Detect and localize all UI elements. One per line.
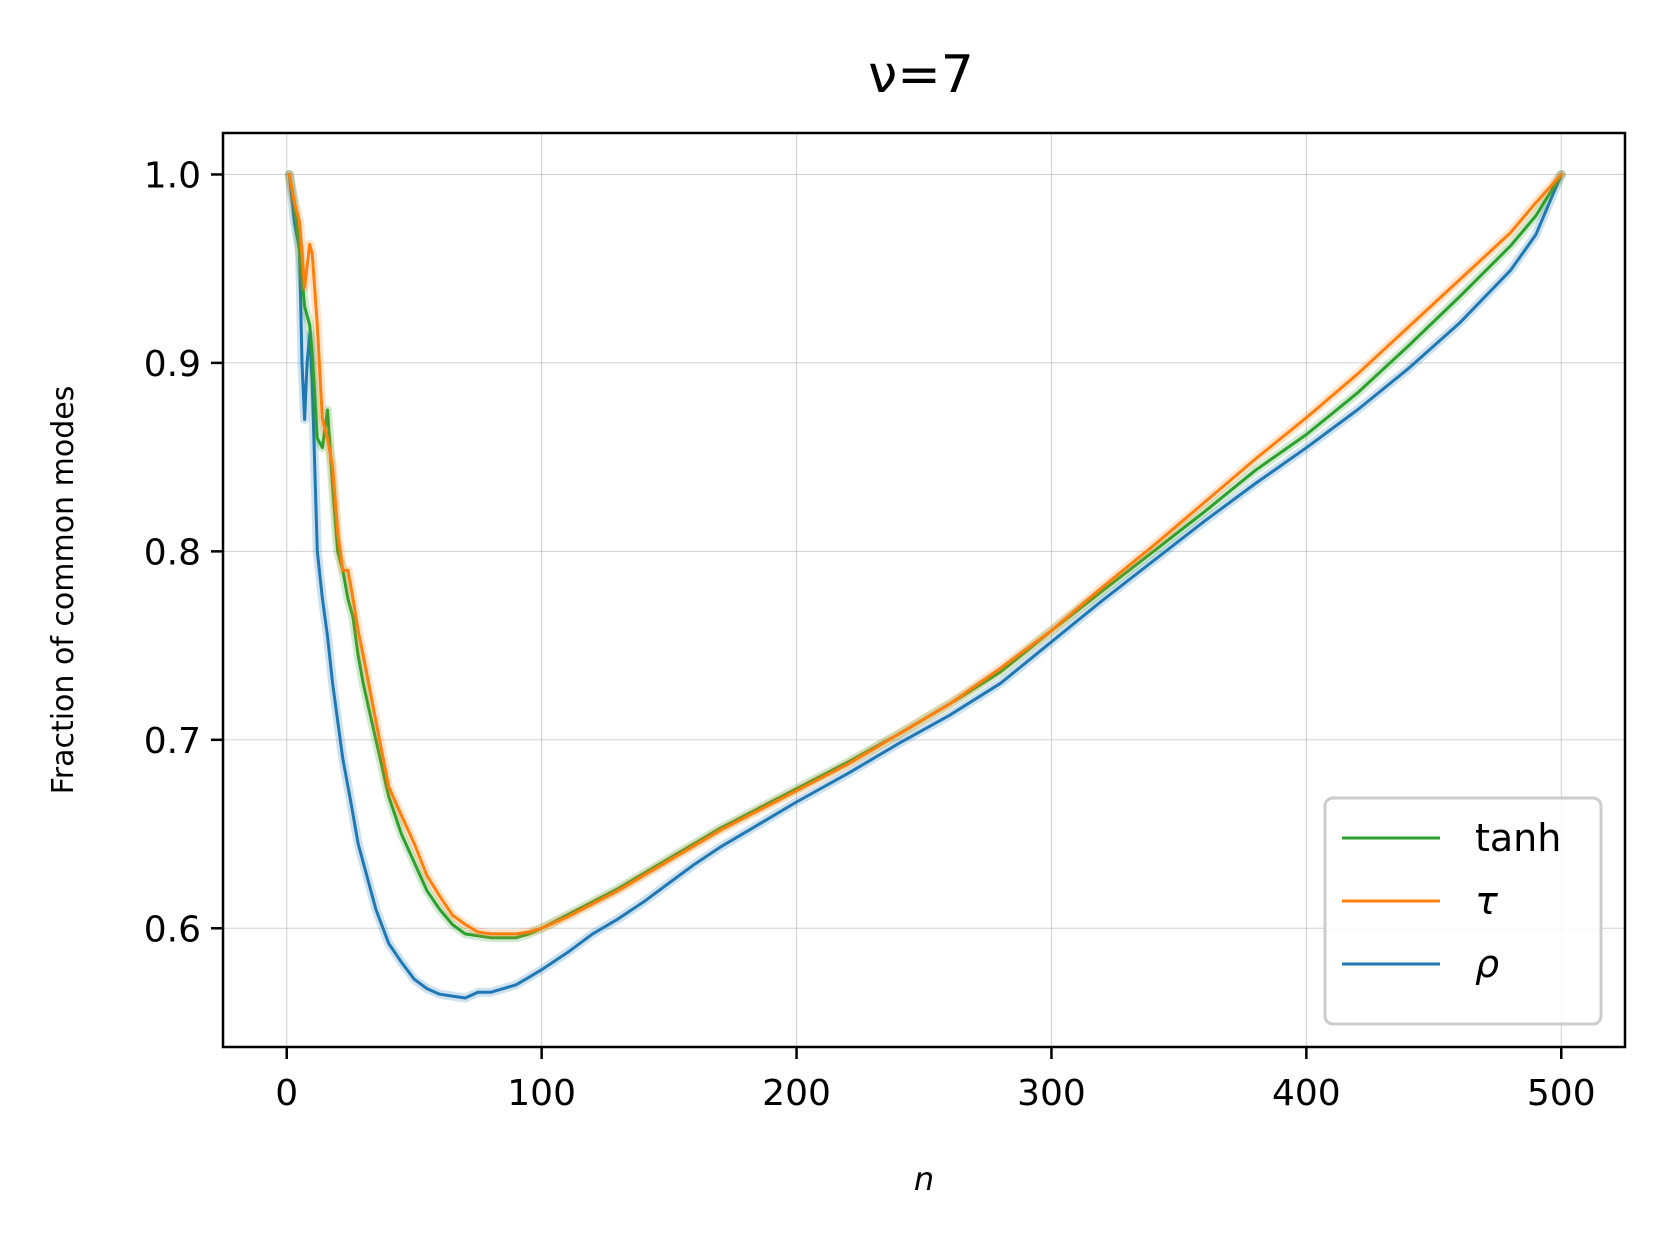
y-axis: 0.6 0.7 0.8 0.9 1.0 xyxy=(144,155,223,950)
x-axis: 0 100 200 300 400 500 xyxy=(275,1047,1596,1114)
series-line-rho xyxy=(287,173,1563,1000)
legend-label-tanh: tanh xyxy=(1475,816,1561,860)
chart-title: ν=7 xyxy=(868,45,974,105)
legend-label-tau: τ xyxy=(1475,879,1499,923)
legend-box xyxy=(1323,796,1603,1026)
legend-label-rho: ρ xyxy=(1475,942,1499,986)
y-tick-label: 0.6 xyxy=(144,909,201,950)
legend: tanh τρ xyxy=(1323,796,1603,1026)
plot-area-frame xyxy=(221,131,1627,1049)
x-tick-label: 200 xyxy=(762,1073,831,1114)
x-tick-label: 100 xyxy=(507,1073,576,1114)
x-tick-label: 400 xyxy=(1272,1073,1341,1114)
y-axis-label: Fraction of common modes xyxy=(46,386,81,795)
y-tick-label: 1.0 xyxy=(144,155,201,196)
x-tick-label: 0 xyxy=(275,1073,298,1114)
series-layer xyxy=(284,170,1566,1003)
y-tick-label: 0.8 xyxy=(144,532,201,573)
x-tick-label: 500 xyxy=(1527,1073,1596,1114)
y-tick-label: 0.7 xyxy=(144,721,201,762)
y-tick-label: 0.9 xyxy=(144,344,201,385)
series-line-tau xyxy=(287,173,1563,936)
x-tick-label: 300 xyxy=(1017,1073,1086,1114)
x-axis-label: n xyxy=(914,1160,934,1198)
